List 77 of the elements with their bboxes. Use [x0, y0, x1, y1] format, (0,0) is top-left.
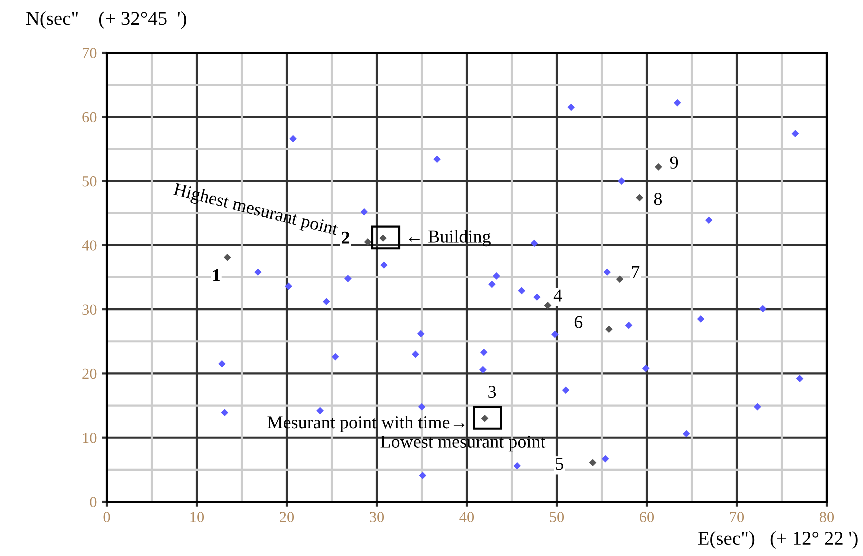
x-tick-label: 60 [640, 512, 654, 522]
x-tick-label: 0 [104, 512, 110, 522]
x-tick-label: 80 [820, 512, 834, 522]
point [332, 353, 340, 361]
point [514, 462, 522, 470]
point [589, 459, 597, 467]
point [534, 294, 541, 302]
annotation: Highest mesurant point [172, 182, 340, 240]
point [322, 298, 330, 306]
point [518, 287, 526, 295]
x-tick-label: 50 [550, 512, 564, 522]
point [674, 99, 682, 107]
annotation: 7 [632, 266, 640, 278]
annotation: 4 [554, 290, 562, 302]
point [544, 302, 552, 310]
point [616, 276, 624, 284]
point [493, 272, 500, 280]
x-tick-label: 40 [460, 512, 474, 522]
point [759, 305, 767, 313]
point [602, 455, 610, 463]
x-tick-label: 30 [370, 512, 384, 522]
point [488, 280, 496, 288]
y-tick-label: 50 [82, 176, 97, 187]
y-tick-label: 40 [82, 240, 97, 251]
point [221, 409, 229, 417]
point [380, 262, 388, 269]
point [705, 216, 713, 224]
point [344, 275, 352, 282]
point [568, 104, 576, 112]
x-tick-label: 70 [730, 512, 744, 522]
x-tick-label: 20 [280, 512, 294, 522]
point [316, 407, 324, 415]
point [552, 330, 559, 338]
y-axis-title: N(sec" (+ 32°45 ') [26, 12, 186, 30]
point [480, 348, 488, 356]
annotation: 6 [574, 316, 583, 328]
point [697, 316, 705, 323]
point [360, 208, 368, 216]
y-tick-label: 30 [82, 304, 97, 316]
point [417, 330, 425, 338]
annotation: 5 [556, 458, 564, 470]
point [224, 254, 232, 262]
point [530, 240, 538, 248]
point [618, 178, 626, 185]
point [290, 135, 297, 143]
point [642, 364, 650, 372]
point [562, 386, 570, 394]
annotation: 8 [654, 193, 662, 206]
point [796, 375, 804, 383]
point [606, 326, 613, 334]
point [655, 164, 662, 171]
annotation: 1 [213, 269, 220, 282]
annotation: 3 [488, 386, 496, 398]
point [218, 360, 226, 368]
point [285, 282, 292, 290]
point [480, 366, 487, 374]
y-tick-label: 70 [83, 48, 97, 58]
annotation: 9 [670, 156, 678, 169]
point [792, 130, 800, 138]
y-tick-label: 10 [83, 433, 97, 444]
y-tick-label: 20 [82, 368, 97, 380]
point [364, 238, 372, 246]
annotation: 2 [342, 232, 350, 244]
point [604, 268, 612, 276]
point [636, 194, 644, 202]
point [754, 403, 762, 411]
y-tick-label: 60 [82, 112, 97, 123]
point [434, 156, 441, 164]
x-axis-title: E(sec") (+ 12° 22 ') [698, 531, 858, 550]
point [418, 403, 426, 411]
y-tick-label: 0 [90, 497, 97, 508]
point [625, 322, 633, 330]
point [419, 472, 427, 480]
point [254, 268, 262, 276]
x-tick-label: 10 [190, 512, 204, 522]
point [412, 350, 420, 358]
point [682, 430, 690, 438]
